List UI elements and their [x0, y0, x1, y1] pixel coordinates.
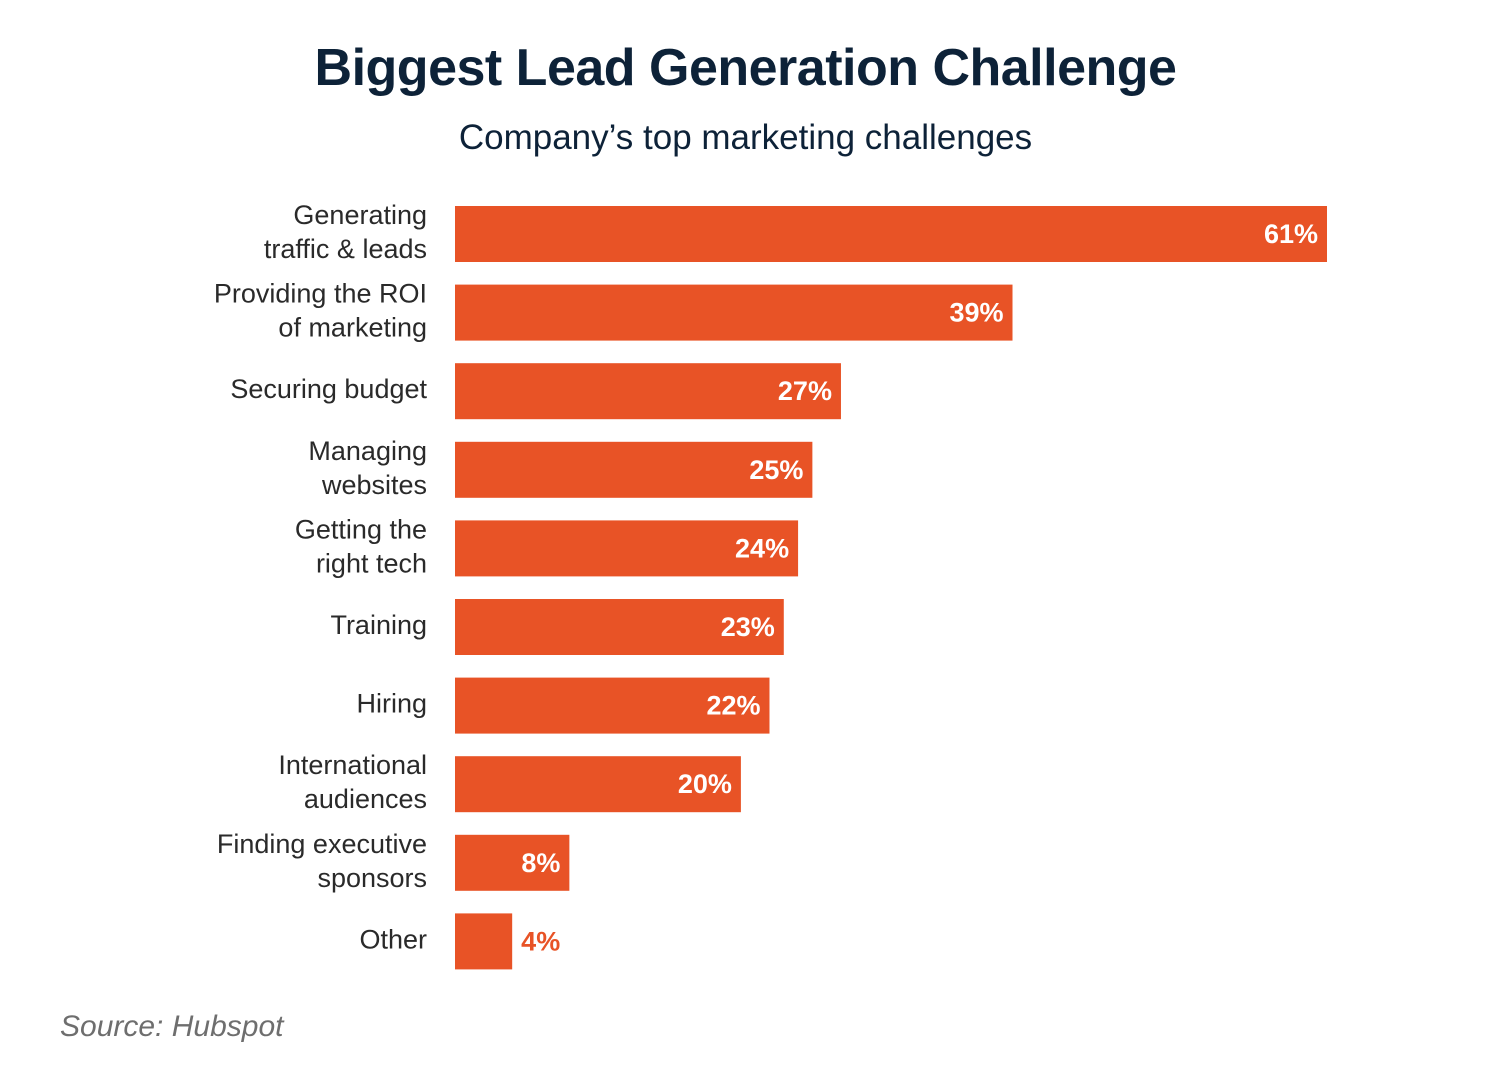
value-label: 22%: [706, 691, 760, 721]
category-label-line: right tech: [316, 548, 427, 578]
source-note: Source: Hubspot: [60, 1010, 284, 1043]
category-label: Finding executive sponsors: [217, 829, 427, 893]
value-label: 27%: [778, 376, 832, 406]
value-label: 61%: [1264, 219, 1318, 249]
category-label-line: of marketing: [278, 313, 427, 343]
value-label: 8%: [521, 848, 560, 878]
category-label: Hiring: [356, 689, 427, 719]
category-label-line: Providing the ROI: [214, 279, 427, 309]
value-label: 20%: [678, 769, 732, 799]
chart-title: Biggest Lead Generation Challenge: [314, 39, 1177, 97]
bar: [455, 677, 770, 734]
bar: [455, 913, 513, 970]
bar-row: 20% International audiences: [278, 750, 741, 814]
category-label-line: Getting the: [295, 514, 427, 544]
value-label: 25%: [749, 455, 803, 485]
bar-row: 61% Generating traffic & leads: [264, 200, 1327, 264]
category-label-line: Hiring: [356, 689, 427, 719]
category-label: Securing budget: [230, 374, 427, 404]
bar-row: 25% Managing websites: [308, 436, 813, 500]
bar-row: 8% Finding executive sponsors: [217, 829, 570, 893]
category-label-line: audiences: [304, 784, 427, 814]
bar-row: 4% Other: [359, 913, 560, 970]
bar: [455, 363, 841, 420]
category-label: Generating traffic & leads: [264, 200, 427, 264]
value-label: 4%: [521, 926, 560, 956]
category-label-line: Generating: [293, 200, 427, 230]
bar-row: 39% Providing the ROI of marketing: [214, 279, 1013, 343]
bar: [455, 284, 1013, 341]
category-label-line: traffic & leads: [264, 234, 427, 264]
category-label: Training: [330, 610, 427, 640]
category-label: International audiences: [278, 750, 427, 814]
category-label-line: sponsors: [317, 863, 427, 893]
value-label: 24%: [735, 533, 789, 563]
bar-row: 27% Securing budget: [230, 363, 841, 420]
category-label: Managing websites: [308, 436, 427, 500]
bar: [455, 441, 813, 498]
category-label-line: Finding executive: [217, 829, 427, 859]
category-label: Getting the right tech: [295, 514, 427, 578]
bar: [455, 520, 799, 577]
bar-row: 24% Getting the right tech: [295, 514, 799, 578]
chart-subtitle: Company’s top marketing challenges: [458, 118, 1033, 157]
bar-row: 22% Hiring: [356, 677, 770, 734]
category-label-line: websites: [321, 470, 427, 500]
category-label: Providing the ROI of marketing: [214, 279, 427, 343]
bar: [455, 206, 1327, 262]
bar-row: 23% Training: [330, 599, 784, 655]
value-label: 23%: [721, 612, 775, 642]
category-label-line: Managing: [308, 436, 427, 466]
bar: [455, 834, 570, 891]
category-label-line: Training: [330, 610, 427, 640]
bar: [455, 599, 784, 655]
value-label: 39%: [949, 298, 1003, 328]
bar: [455, 756, 741, 813]
category-label-line: Other: [359, 924, 427, 954]
category-label-line: Securing budget: [230, 374, 427, 404]
category-label-line: International: [278, 750, 427, 780]
category-label: Other: [359, 924, 427, 954]
